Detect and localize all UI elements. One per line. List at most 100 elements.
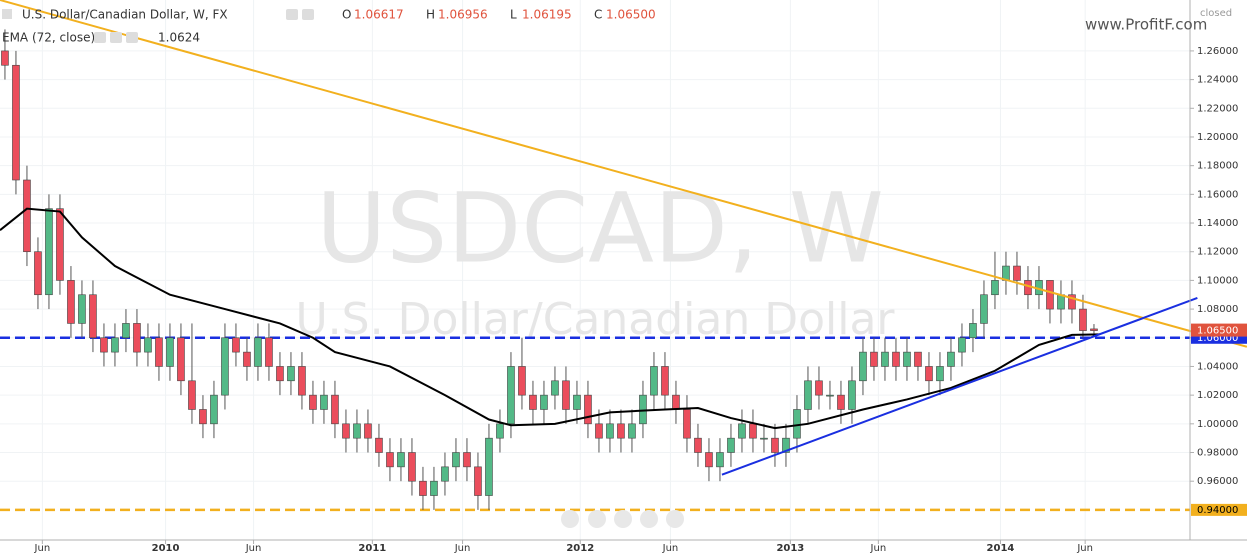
candle-body xyxy=(78,294,86,324)
candle-body xyxy=(23,179,31,253)
candle-body xyxy=(1079,308,1087,331)
hline-label-bg xyxy=(1191,503,1247,516)
candle-body xyxy=(276,366,284,382)
candle-body xyxy=(518,366,526,396)
candle-body xyxy=(727,437,735,453)
candle-body xyxy=(221,337,229,396)
candle-body xyxy=(463,452,471,468)
candle-body xyxy=(452,452,460,468)
candle-body xyxy=(672,394,680,410)
candle-body xyxy=(584,394,592,425)
candle-body xyxy=(45,208,53,296)
watermark-symbol: USDCAD, W xyxy=(316,172,884,284)
last-price-bg xyxy=(1191,323,1247,337)
candle-body xyxy=(914,351,922,367)
scroll-right[interactable] xyxy=(666,510,684,528)
indicator-remove[interactable] xyxy=(126,32,138,43)
candle-body xyxy=(441,466,449,482)
candle-body xyxy=(331,394,339,425)
candle-body xyxy=(925,366,933,382)
y-tick-label: 1.02000 xyxy=(1197,390,1238,401)
x-tick-label: Jun xyxy=(245,543,262,554)
candle-body xyxy=(903,351,911,367)
candle-body xyxy=(606,423,614,439)
x-tick-label: 2013 xyxy=(776,543,804,554)
candle-body xyxy=(397,452,405,468)
candle-body xyxy=(298,366,306,396)
y-tick-label: 1.10000 xyxy=(1197,275,1238,286)
ohlc-value: 1.06195 xyxy=(522,8,572,22)
candle-body xyxy=(232,337,240,353)
candle-body xyxy=(760,437,768,440)
candle-body xyxy=(573,394,581,410)
scroll-left[interactable] xyxy=(561,510,579,528)
settings-button[interactable] xyxy=(302,9,314,20)
candle-body xyxy=(67,280,75,324)
indicator-name: EMA (72, close) xyxy=(2,31,95,45)
reset[interactable] xyxy=(614,510,632,528)
candle-body xyxy=(375,437,383,453)
candle-body xyxy=(848,380,856,410)
candle-body xyxy=(133,323,141,353)
x-tick-label: 2012 xyxy=(566,543,594,554)
y-tick-label: 1.26000 xyxy=(1197,46,1238,57)
candle-body xyxy=(122,323,130,339)
candle-body xyxy=(210,394,218,425)
trendline xyxy=(0,0,1247,348)
candle-body xyxy=(56,208,64,281)
x-tick-label: Jun xyxy=(662,543,679,554)
ohlc-value: 1.06500 xyxy=(606,8,656,22)
ohlc-value: 1.06617 xyxy=(354,8,404,22)
indicator-eye[interactable] xyxy=(94,32,106,43)
brand: www.ProfitF.com xyxy=(1085,16,1207,34)
candle-body xyxy=(804,380,812,410)
candle-body xyxy=(980,294,988,324)
candle-body xyxy=(111,337,119,353)
candle-body xyxy=(353,423,361,439)
candle-body xyxy=(793,409,801,439)
candle-body xyxy=(199,409,207,425)
y-tick-label: 1.12000 xyxy=(1197,247,1238,258)
watermark-name: U.S. Dollar/Canadian Dollar xyxy=(295,294,895,345)
market-status: closed xyxy=(1200,8,1232,19)
x-tick-label: 2011 xyxy=(358,543,386,554)
candle-body xyxy=(144,337,152,353)
candle-body xyxy=(771,437,779,453)
y-tick-label: 1.00000 xyxy=(1197,419,1238,430)
ohlc-label: L xyxy=(510,8,517,22)
ohlc-label: H xyxy=(426,8,435,22)
candle-body xyxy=(419,480,427,496)
candle-body xyxy=(166,337,174,367)
candle-body xyxy=(34,251,42,296)
candle-body xyxy=(650,366,658,396)
zoom-in[interactable] xyxy=(640,510,658,528)
candle-body xyxy=(705,452,713,468)
eye-button[interactable] xyxy=(286,9,298,20)
candle-body xyxy=(892,351,900,367)
candle-body xyxy=(617,423,625,439)
candle-body xyxy=(551,380,559,396)
ohlc-label: C xyxy=(594,8,602,22)
candle-body xyxy=(254,337,262,367)
candle-body xyxy=(342,423,350,439)
candle-body xyxy=(661,366,669,396)
candle-body xyxy=(12,64,20,181)
symbol-title: U.S. Dollar/Canadian Dollar, W, FX xyxy=(22,8,228,22)
candle-body xyxy=(474,466,482,496)
candle-body xyxy=(1057,294,1065,310)
candle-body xyxy=(430,480,438,496)
candle-body xyxy=(694,437,702,453)
y-tick-label: 1.22000 xyxy=(1197,103,1238,114)
candle-body xyxy=(188,380,196,410)
candle-body xyxy=(749,423,757,439)
x-tick-label: 2014 xyxy=(987,543,1015,554)
indicator-settings[interactable] xyxy=(110,32,122,43)
candle-body xyxy=(1068,294,1076,310)
candle-body xyxy=(496,423,504,439)
zoom-out[interactable] xyxy=(588,510,606,528)
candle-body xyxy=(716,452,724,468)
candle-body xyxy=(782,437,790,453)
x-tick-label: Jun xyxy=(34,543,51,554)
candle-body xyxy=(826,394,834,397)
nav-buttons xyxy=(561,510,684,528)
